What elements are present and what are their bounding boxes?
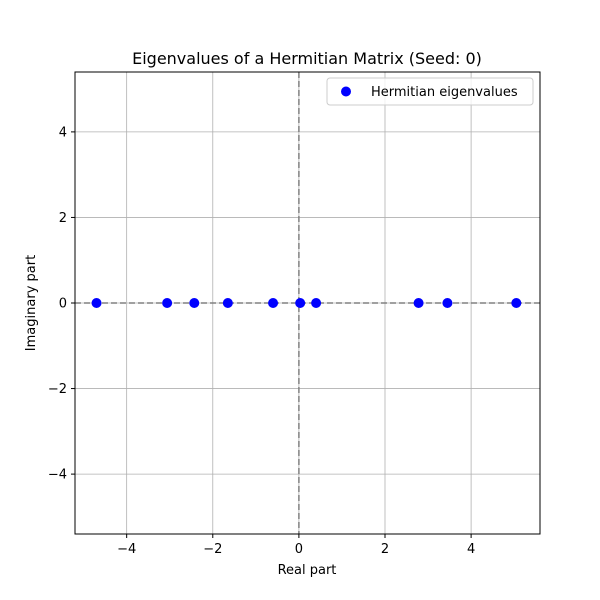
- chart-title: Eigenvalues of a Hermitian Matrix (Seed:…: [132, 49, 482, 68]
- data-point: [268, 298, 279, 308]
- legend-box: [326, 77, 534, 106]
- legend-marker: [341, 86, 351, 97]
- data-point: [162, 298, 173, 308]
- data-point: [189, 298, 200, 308]
- data-point: [222, 298, 233, 308]
- x-tick-label: 0: [295, 542, 303, 557]
- x-tick-label: 4: [467, 542, 475, 557]
- data-points: [91, 298, 522, 308]
- y-axis-label: Imaginary part: [24, 255, 39, 351]
- data-point: [295, 298, 306, 308]
- data-point: [311, 298, 322, 308]
- y-tick-label: 2: [59, 211, 67, 226]
- x-axis-ticks: −4 −2 0 2 4: [117, 534, 475, 557]
- legend: Hermitian eigenvalues: [326, 77, 534, 106]
- x-tick-label: −4: [117, 542, 136, 557]
- legend-label: Hermitian eigenvalues: [371, 85, 518, 100]
- data-point: [91, 298, 102, 308]
- data-point: [442, 298, 453, 308]
- y-tick-label: 0: [59, 297, 67, 312]
- y-axis-ticks: −4 −2 0 2 4: [48, 125, 75, 483]
- y-tick-label: 4: [59, 125, 67, 140]
- x-tick-label: −2: [203, 542, 222, 557]
- x-tick-label: 2: [381, 542, 389, 557]
- x-axis-label: Real part: [278, 563, 337, 578]
- data-point: [413, 298, 424, 308]
- y-tick-label: −4: [48, 468, 67, 483]
- data-point: [511, 298, 522, 308]
- y-tick-label: −2: [48, 382, 67, 397]
